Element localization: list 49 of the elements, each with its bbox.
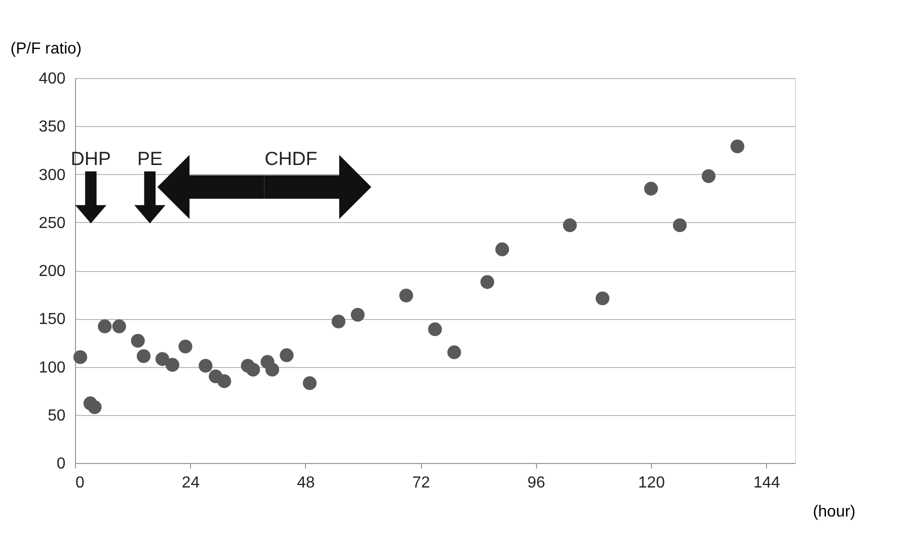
y-tick-label: 300 — [38, 166, 66, 184]
point — [350, 308, 365, 322]
point — [702, 169, 716, 184]
point — [155, 352, 170, 366]
point — [672, 218, 687, 232]
point — [130, 334, 145, 348]
x-axis-title: (hour) — [812, 504, 856, 520]
point — [332, 314, 346, 328]
point — [399, 288, 414, 302]
y-tick-label: 100 — [38, 359, 66, 376]
annotation: DHP — [70, 148, 111, 170]
x-tick-label: 48 — [297, 474, 315, 492]
y-tick-label: 250 — [38, 214, 66, 232]
y-tick-label: 0 — [56, 456, 66, 472]
point — [166, 358, 180, 372]
point — [302, 376, 317, 390]
point — [447, 345, 462, 360]
point — [428, 322, 442, 336]
point — [88, 400, 102, 414]
point — [480, 275, 494, 289]
point — [562, 218, 577, 232]
annotation: CHDF — [264, 148, 318, 170]
point — [246, 362, 260, 377]
y-tick-label: 200 — [38, 263, 66, 280]
point — [112, 319, 126, 334]
y-tick-label: 400 — [38, 70, 66, 88]
point — [98, 319, 112, 334]
point — [217, 374, 232, 388]
point — [596, 292, 610, 306]
y-tick-label: 350 — [38, 118, 66, 136]
point — [280, 348, 294, 362]
y-axis-title: (P/F ratio) — [10, 40, 82, 58]
x-tick-label: 144 — [753, 474, 780, 492]
point — [730, 139, 744, 154]
point — [198, 358, 212, 373]
annotation: PE — [137, 148, 163, 170]
point — [265, 362, 280, 377]
y-tick-label: 150 — [38, 311, 66, 328]
point — [136, 349, 151, 364]
x-tick-label: 24 — [182, 474, 200, 492]
point — [495, 242, 510, 256]
x-tick-label: 120 — [638, 474, 665, 492]
point — [178, 340, 192, 354]
x-tick-label: 0 — [76, 474, 84, 492]
point — [73, 350, 88, 364]
y-tick-label: 50 — [48, 407, 66, 424]
point — [644, 182, 658, 196]
x-tick-label: 96 — [527, 474, 546, 492]
x-tick-label: 72 — [412, 474, 430, 492]
